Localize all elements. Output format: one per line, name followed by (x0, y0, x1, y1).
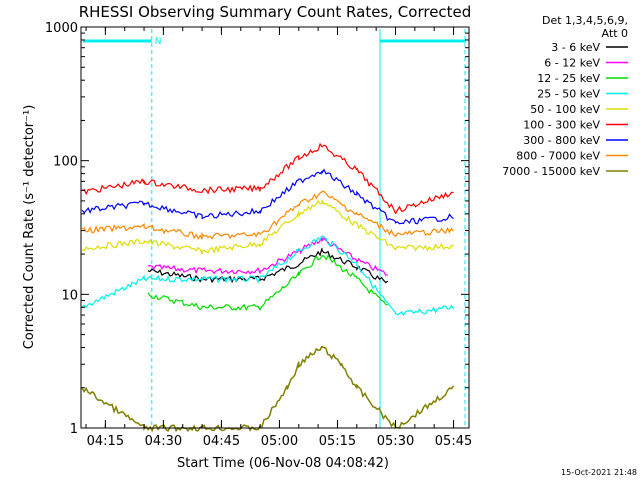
legend-label: 25 - 50 keV (537, 88, 600, 101)
legend-header-line: Att 0 (602, 27, 628, 40)
legend-label: 50 - 100 keV (530, 103, 600, 116)
series-line-7 (81, 168, 454, 225)
series-line-2 (147, 236, 388, 276)
series-line-4 (81, 235, 455, 317)
series-line-3 (147, 254, 388, 311)
series-line-1 (147, 248, 389, 284)
x-tick-label: 05:30 (377, 434, 414, 449)
series-line-5 (81, 199, 454, 255)
legend-label: 6 - 12 keV (544, 57, 600, 70)
axes-layer: 1 10 100 1000 04:15 04:30 04:45 05:00 05:15 05:30… (45, 21, 472, 449)
x-axis-label: Start Time (06-Nov-08 04:08:42) (177, 456, 389, 471)
y-tick-label: 1 (70, 422, 78, 437)
series-line-6 (81, 142, 454, 215)
plot-frame (80, 26, 470, 429)
legend-label: 3 - 6 keV (551, 41, 600, 54)
legend-label: 7000 - 15000 keV (502, 165, 600, 178)
data-layer: N (81, 29, 466, 433)
chart-title: RHESSI Observing Summary Count Rates, Co… (79, 3, 472, 21)
x-tick-label: 05:00 (261, 434, 298, 449)
series-line-8 (81, 190, 454, 240)
x-tick-label: 04:15 (87, 434, 124, 449)
y-tick-label: 100 (53, 155, 78, 170)
y-tick-label: 1000 (45, 21, 78, 36)
legend-label: 100 - 300 keV (523, 119, 600, 132)
legend: Det 1,3,4,5,6,9,Att 03 - 6 keV 6 - 12 keV… (502, 14, 628, 178)
legend-label: 12 - 25 keV (537, 72, 600, 85)
mode-marker-label: N (155, 37, 162, 47)
x-tick-label: 05:15 (319, 434, 356, 449)
x-tick-label: 04:45 (203, 434, 240, 449)
x-tick-label: 05:45 (435, 434, 472, 449)
timestamp-label: 15-Oct-2021 21:48 (561, 468, 637, 477)
series-line-9 (81, 345, 455, 433)
legend-label: 300 - 800 keV (523, 134, 600, 147)
legend-header-line: Det 1,3,4,5,6,9, (542, 14, 628, 27)
x-tick-label: 04:30 (145, 434, 182, 449)
legend-label: 800 - 7000 keV (516, 150, 600, 163)
y-tick-label: 10 (61, 288, 78, 303)
y-axis-label: Corrected Count Rate (s⁻¹ detector⁻¹) (22, 105, 37, 350)
